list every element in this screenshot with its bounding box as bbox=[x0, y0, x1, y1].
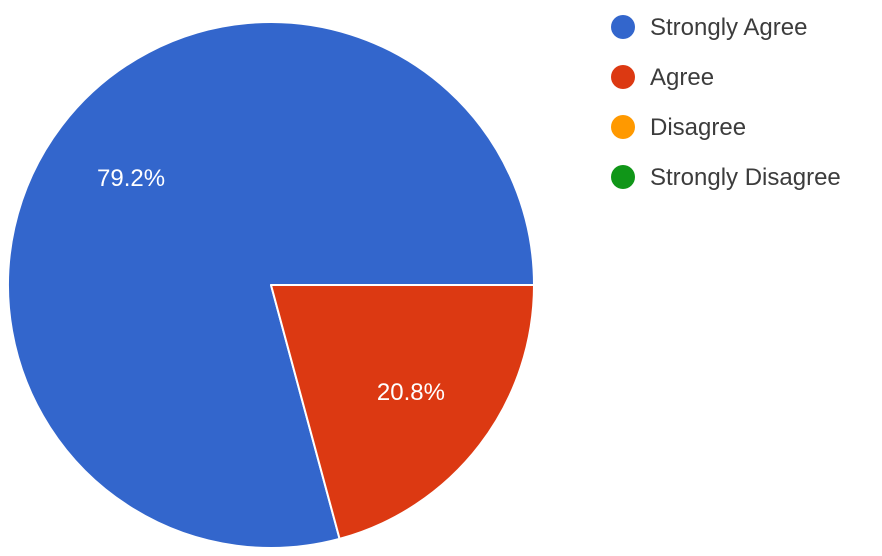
legend-label-strongly-agree: Strongly Agree bbox=[650, 14, 807, 41]
pie-slice-agree bbox=[270, 284, 535, 540]
legend-item-agree: Agree bbox=[611, 64, 714, 91]
legend-swatch-disagree bbox=[611, 115, 635, 139]
pie-slice-strongly-agree bbox=[7, 21, 535, 549]
legend: Strongly Agree Agree Disagree Strongly Disa… bbox=[611, 14, 841, 191]
legend-label-strongly-disagree: Strongly Disagree bbox=[650, 164, 841, 191]
legend-label-agree: Agree bbox=[650, 64, 714, 91]
legend-swatch-strongly-disagree bbox=[611, 165, 635, 189]
legend-label-disagree: Disagree bbox=[650, 114, 746, 141]
legend-swatch-strongly-agree bbox=[611, 15, 635, 39]
pie-slices bbox=[7, 21, 535, 549]
legend-item-strongly-disagree: Strongly Disagree bbox=[611, 164, 841, 191]
legend-item-strongly-agree: Strongly Agree bbox=[611, 14, 807, 41]
legend-swatch-agree bbox=[611, 65, 635, 89]
slice-label-strongly-agree: 79.2% bbox=[97, 165, 165, 192]
legend-item-disagree: Disagree bbox=[611, 114, 746, 141]
slice-label-agree: 20.8% bbox=[377, 379, 445, 406]
pie-data-labels: 79.2% 20.8% bbox=[97, 165, 445, 406]
